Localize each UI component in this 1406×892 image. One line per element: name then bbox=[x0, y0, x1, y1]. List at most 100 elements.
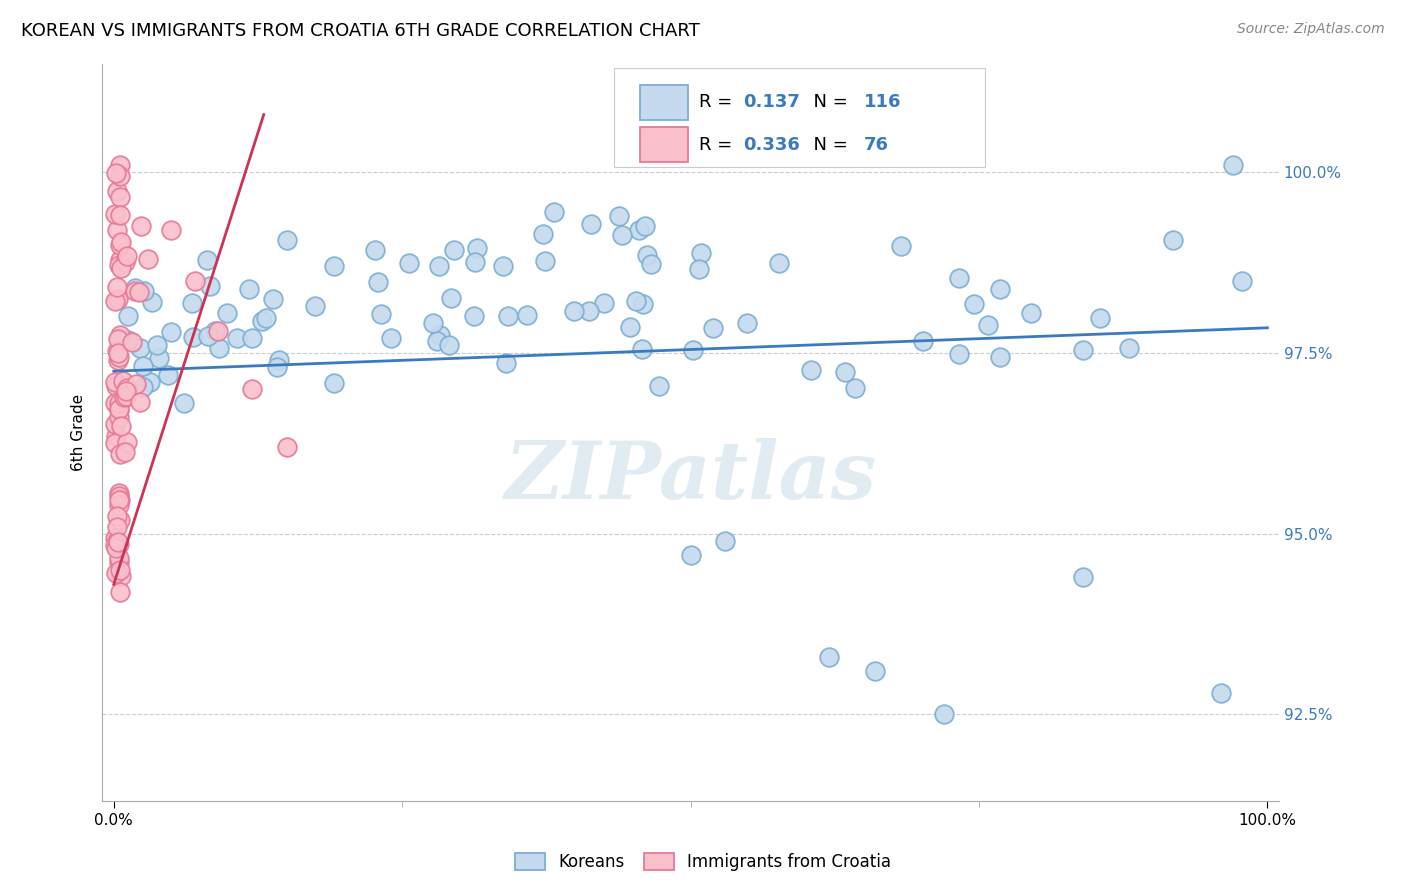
Point bbox=[108, 208, 131, 222]
Point bbox=[110, 252, 132, 267]
Point bbox=[104, 435, 127, 450]
Point bbox=[562, 303, 585, 318]
Point bbox=[636, 248, 658, 262]
Point bbox=[108, 395, 131, 409]
Point bbox=[125, 377, 148, 392]
Point bbox=[104, 376, 127, 390]
Point bbox=[121, 334, 143, 349]
Point bbox=[112, 374, 135, 388]
Point bbox=[112, 390, 135, 404]
Point bbox=[107, 332, 129, 346]
Point bbox=[254, 311, 277, 326]
Point bbox=[108, 410, 131, 425]
Point bbox=[105, 223, 128, 237]
Point bbox=[117, 381, 139, 395]
Point bbox=[682, 343, 704, 357]
Text: N =: N = bbox=[803, 136, 853, 153]
Point bbox=[269, 352, 291, 367]
Point bbox=[108, 563, 131, 577]
Point bbox=[107, 551, 129, 566]
Point bbox=[105, 566, 128, 581]
Point bbox=[912, 334, 935, 349]
Point bbox=[890, 239, 912, 253]
Point bbox=[238, 282, 260, 296]
Point bbox=[105, 344, 128, 359]
Point bbox=[323, 376, 346, 390]
Point bbox=[117, 434, 139, 449]
Point bbox=[115, 249, 138, 263]
Point bbox=[107, 353, 129, 368]
Point bbox=[107, 346, 129, 360]
Point bbox=[543, 204, 565, 219]
Point bbox=[115, 390, 138, 404]
Point bbox=[108, 238, 131, 252]
Point bbox=[117, 333, 139, 347]
Text: 0.336: 0.336 bbox=[744, 136, 800, 153]
Point bbox=[104, 207, 127, 221]
Point bbox=[619, 320, 641, 334]
Text: 76: 76 bbox=[863, 136, 889, 153]
Point bbox=[1222, 158, 1244, 172]
Point bbox=[107, 555, 129, 569]
Point bbox=[463, 309, 485, 323]
Point bbox=[496, 309, 519, 323]
Point bbox=[323, 259, 346, 273]
Point bbox=[195, 252, 218, 267]
Point bbox=[688, 262, 710, 277]
Point bbox=[495, 356, 517, 370]
Point bbox=[104, 538, 127, 552]
Point bbox=[114, 384, 136, 398]
Point bbox=[631, 342, 654, 356]
Point bbox=[1071, 343, 1094, 358]
Point bbox=[124, 284, 146, 298]
Text: Source: ZipAtlas.com: Source: ZipAtlas.com bbox=[1237, 22, 1385, 37]
Point bbox=[110, 235, 132, 249]
Point bbox=[110, 261, 132, 276]
Point bbox=[440, 291, 463, 305]
Point bbox=[252, 313, 274, 327]
Point bbox=[627, 222, 650, 236]
Point bbox=[422, 316, 444, 330]
Point bbox=[262, 292, 284, 306]
Text: KOREAN VS IMMIGRANTS FROM CROATIA 6TH GRADE CORRELATION CHART: KOREAN VS IMMIGRANTS FROM CROATIA 6TH GR… bbox=[21, 22, 700, 40]
Point bbox=[266, 360, 288, 375]
Point bbox=[1071, 570, 1094, 584]
Point bbox=[578, 303, 600, 318]
Point bbox=[1118, 341, 1140, 355]
Legend: Koreans, Immigrants from Croatia: Koreans, Immigrants from Croatia bbox=[506, 845, 900, 880]
Point bbox=[226, 331, 249, 345]
Point bbox=[110, 514, 132, 528]
Point bbox=[977, 318, 1000, 332]
Point bbox=[465, 241, 488, 255]
Point bbox=[173, 396, 195, 410]
Point bbox=[129, 219, 152, 233]
Point bbox=[963, 297, 986, 311]
Point bbox=[437, 338, 460, 352]
Point bbox=[689, 246, 711, 260]
Point bbox=[426, 334, 449, 349]
Point bbox=[110, 418, 132, 433]
Point bbox=[640, 257, 662, 271]
Point bbox=[156, 368, 179, 382]
Point bbox=[105, 379, 128, 393]
Point bbox=[114, 444, 136, 458]
Point bbox=[702, 320, 724, 334]
Point bbox=[108, 537, 131, 551]
Point bbox=[593, 296, 616, 310]
Text: N =: N = bbox=[803, 94, 853, 112]
Point bbox=[132, 284, 155, 298]
Point bbox=[934, 707, 956, 722]
Point bbox=[110, 568, 132, 582]
Point bbox=[107, 535, 129, 549]
Point bbox=[533, 227, 555, 241]
Point bbox=[197, 329, 219, 343]
Point bbox=[398, 255, 420, 269]
Point bbox=[1211, 686, 1233, 700]
Point bbox=[304, 299, 326, 313]
Point bbox=[128, 285, 150, 299]
Point bbox=[105, 520, 128, 534]
Point bbox=[768, 256, 790, 270]
Point bbox=[114, 255, 136, 269]
Point bbox=[215, 306, 238, 320]
Point bbox=[141, 295, 163, 310]
